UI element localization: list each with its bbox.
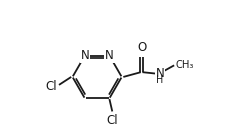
Text: N: N (105, 49, 113, 62)
Text: CH₃: CH₃ (175, 60, 193, 70)
Text: Cl: Cl (45, 80, 57, 93)
Text: O: O (136, 41, 146, 54)
Text: Cl: Cl (106, 114, 118, 127)
Text: H: H (155, 75, 163, 85)
Text: N: N (80, 49, 89, 62)
Text: N: N (155, 67, 164, 80)
